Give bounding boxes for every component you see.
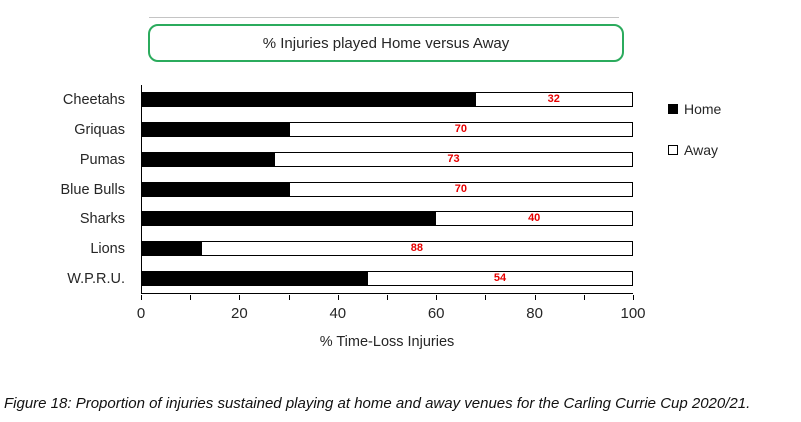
legend-away-label: Away (684, 142, 718, 158)
axis-tick (633, 295, 634, 300)
stacked-bar: 32 (142, 92, 633, 108)
axis-tick (436, 295, 438, 300)
stacked-bar: 73 (142, 151, 633, 167)
axis-tick (239, 295, 241, 300)
stacked-bar: 70 (142, 122, 633, 138)
category-label: Blue Bulls (60, 181, 125, 198)
chart-title: % Injuries played Home versus Away (262, 34, 510, 52)
home-bar-segment (143, 122, 290, 138)
axis-tick (190, 295, 192, 300)
axis-tick (288, 295, 290, 300)
away-value-label: 40 (528, 212, 541, 225)
away-value-label: 73 (447, 152, 460, 165)
away-value-label: 54 (493, 271, 507, 284)
bar-row: 54 (142, 263, 633, 293)
bar-row: 70 (142, 174, 633, 204)
x-axis-title: % Time-Loss Injuries (319, 334, 455, 350)
chart-title-box: % Injuries played Home versus Away (148, 24, 624, 62)
axis-tick-label: 20 (231, 305, 248, 322)
axis-tick-label: 40 (329, 305, 347, 322)
legend: Home Away (668, 101, 721, 183)
axis-tick-label: 0 (136, 305, 146, 322)
away-value-label: 32 (547, 93, 560, 106)
stacked-bar: 70 (142, 181, 633, 197)
top-border-line (149, 17, 619, 18)
category-label: Sharks (79, 211, 125, 228)
category-label: W.P.R.U. (67, 271, 125, 288)
home-bar-segment (143, 151, 276, 167)
away-value-label: 88 (410, 241, 423, 254)
x-axis-tick-labels: 0 20 40 60 80 100 (137, 305, 646, 323)
bar-row: 88 (142, 234, 633, 264)
stacked-bar: 88 (142, 240, 633, 256)
axis-tick (387, 295, 388, 300)
stacked-bar: 40 (142, 211, 633, 227)
away-value-label: 70 (454, 182, 467, 195)
bar-row: 70 (142, 115, 633, 145)
stacked-bar: 54 (142, 270, 633, 286)
category-label: Cheetahs (62, 91, 125, 108)
legend-item-home: Home (668, 101, 721, 117)
legend-item-away: Away (668, 142, 721, 158)
axis-tick-label: 80 (526, 305, 543, 322)
axis-tick (141, 295, 142, 300)
category-label: Pumas (79, 151, 125, 168)
bar-row: 40 (142, 204, 633, 234)
home-swatch-icon (668, 104, 678, 114)
bar-row: 73 (142, 144, 633, 174)
axis-tick (485, 295, 487, 300)
axis-tick-label: 60 (427, 305, 445, 322)
axis-tick (534, 295, 536, 300)
away-value-label: 70 (454, 123, 467, 136)
category-label: Griquas (74, 121, 125, 138)
axis-tick (337, 295, 339, 300)
figure-caption: Figure 18: Proportion of injuries sustai… (4, 395, 751, 412)
plot-area: 32 70 73 70 40 88 54 (141, 85, 633, 294)
away-swatch-icon (668, 145, 678, 155)
bar-row: 32 (142, 85, 633, 115)
axis-tick (583, 295, 585, 300)
home-bar-segment (143, 240, 202, 256)
home-bar-segment (143, 211, 437, 227)
home-bar-segment (143, 92, 476, 108)
axis-tick-label: 100 (620, 305, 646, 322)
home-bar-segment (143, 270, 368, 286)
home-bar-segment (143, 181, 290, 197)
category-label: Lions (90, 241, 125, 258)
category-labels: Cheetahs Griquas Pumas Blue Bulls Sharks Lion… (0, 85, 133, 294)
legend-home-label: Home (684, 101, 722, 117)
x-axis-ticks (141, 294, 634, 300)
